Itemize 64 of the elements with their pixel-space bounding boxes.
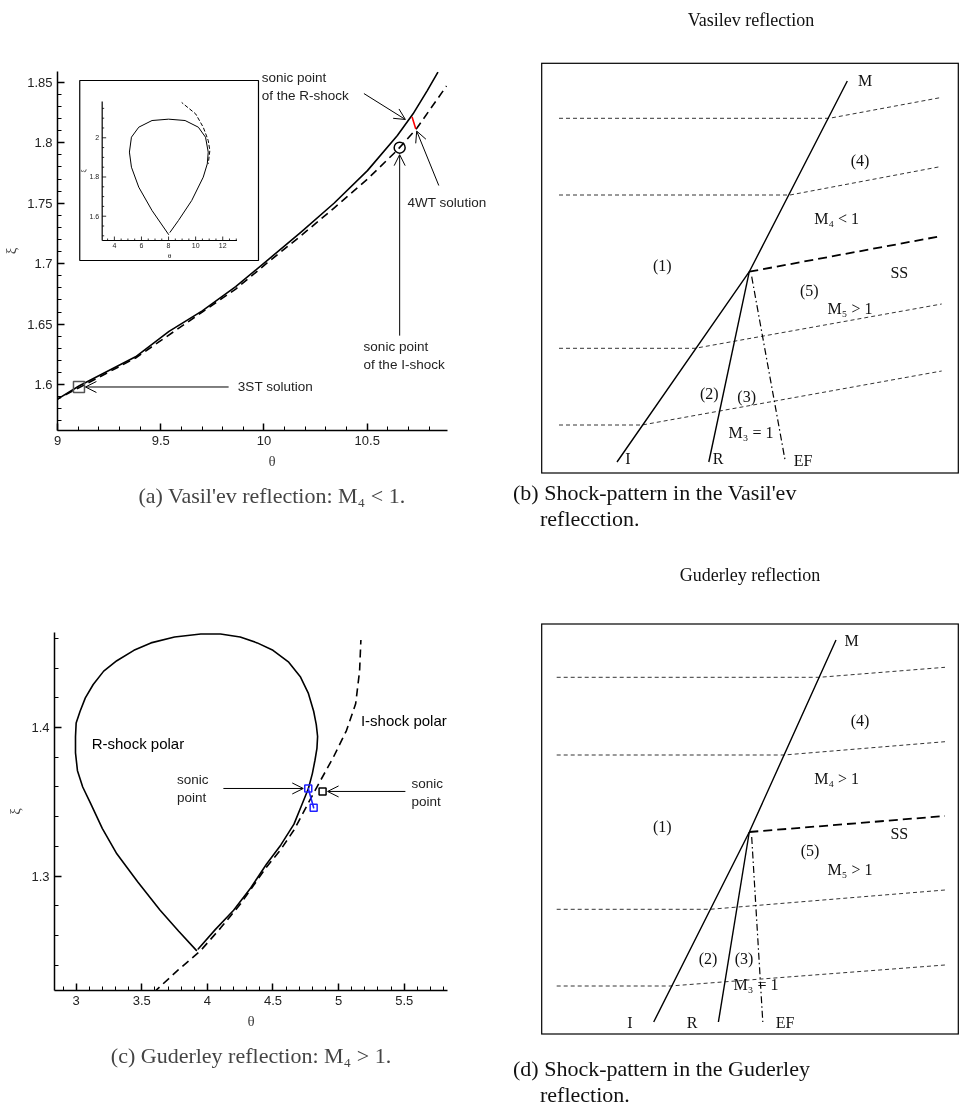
text: M₅ > 1 [827,299,873,317]
annotation: sonic point of the R-shock [261,70,349,104]
y-tick-label: 1.7 [34,256,53,272]
x-axis-title: θ [247,1012,255,1029]
y-tick-label: 1.85 [27,74,53,90]
y-tick-label: 1.75 [27,195,53,211]
annotation: sonic point of the I-shock [363,338,445,372]
x-tick-label: 3.5 [132,992,151,1008]
text: (b) Shock-pattern in the Vasil'ev reflecction. [513,480,797,531]
y-axis-title: ξ [3,247,20,255]
text: M₃ = 1 [728,423,774,441]
text: I [627,1013,633,1031]
y-tick-label: 1.3 [31,868,50,884]
text: (3) [737,387,757,406]
point [309,803,318,813]
x-axis-title: θ [268,452,276,469]
text: (1) [652,817,672,836]
text: M [857,71,873,89]
text: M₄ < 1 [814,209,860,227]
series-label: I-shock polar [360,712,447,730]
x-tick-label: 10 [256,432,272,448]
annotation: 3ST solution [237,379,313,395]
x-tick-label: 9 [53,432,62,448]
y-axis-title: ξ [7,807,24,815]
text: EF [775,1013,795,1031]
text: M [844,631,859,649]
text: SS [890,264,909,282]
y-tick-label: 1.8 [34,135,53,151]
x-tick-label: 10.5 [354,432,380,448]
text: (a) Vasil'ev reflection: M₄ < 1. [138,482,406,508]
text: (2) [699,384,719,403]
text: R [712,449,724,467]
x-tick-label: 5 [334,992,343,1008]
text: I [625,449,631,467]
y-tick-label: 1.6 [34,377,53,393]
y-tick-label: 1.4 [31,720,50,736]
text: (3) [734,949,754,968]
annotation: 4WT solution [407,195,487,211]
annotation: sonic point [177,771,209,805]
text: Guderley reflection [679,565,821,585]
text: (c) Guderley reflection: M₄ > 1. [110,1042,392,1068]
annotation: sonic point [411,776,444,810]
text: M₅ > 1 [827,860,873,878]
x-tick-label: 4 [203,992,211,1008]
text: (5) [800,841,820,860]
point [318,787,327,796]
x-tick-label: 9.5 [151,432,170,448]
y-tick-label: 1.65 [27,316,53,332]
text: (d) Shock-pattern in the Guderley reflection. [513,1056,810,1107]
text: (2) [698,949,718,968]
x-tick-label: 5.5 [395,992,414,1008]
text: (4) [850,711,870,730]
text: (1) [652,257,672,276]
text: Vasilev reflection [687,10,815,30]
text: EF [793,451,813,469]
x-tick-label: 4.5 [263,992,283,1008]
text: (4) [850,151,870,170]
text: R [686,1013,698,1031]
point [304,784,313,793]
text: M₄ > 1 [814,769,860,787]
text: (5) [799,281,819,300]
series-label: R-shock polar [91,735,185,753]
x-tick-label: 3 [72,992,80,1008]
text: SS [890,824,909,842]
